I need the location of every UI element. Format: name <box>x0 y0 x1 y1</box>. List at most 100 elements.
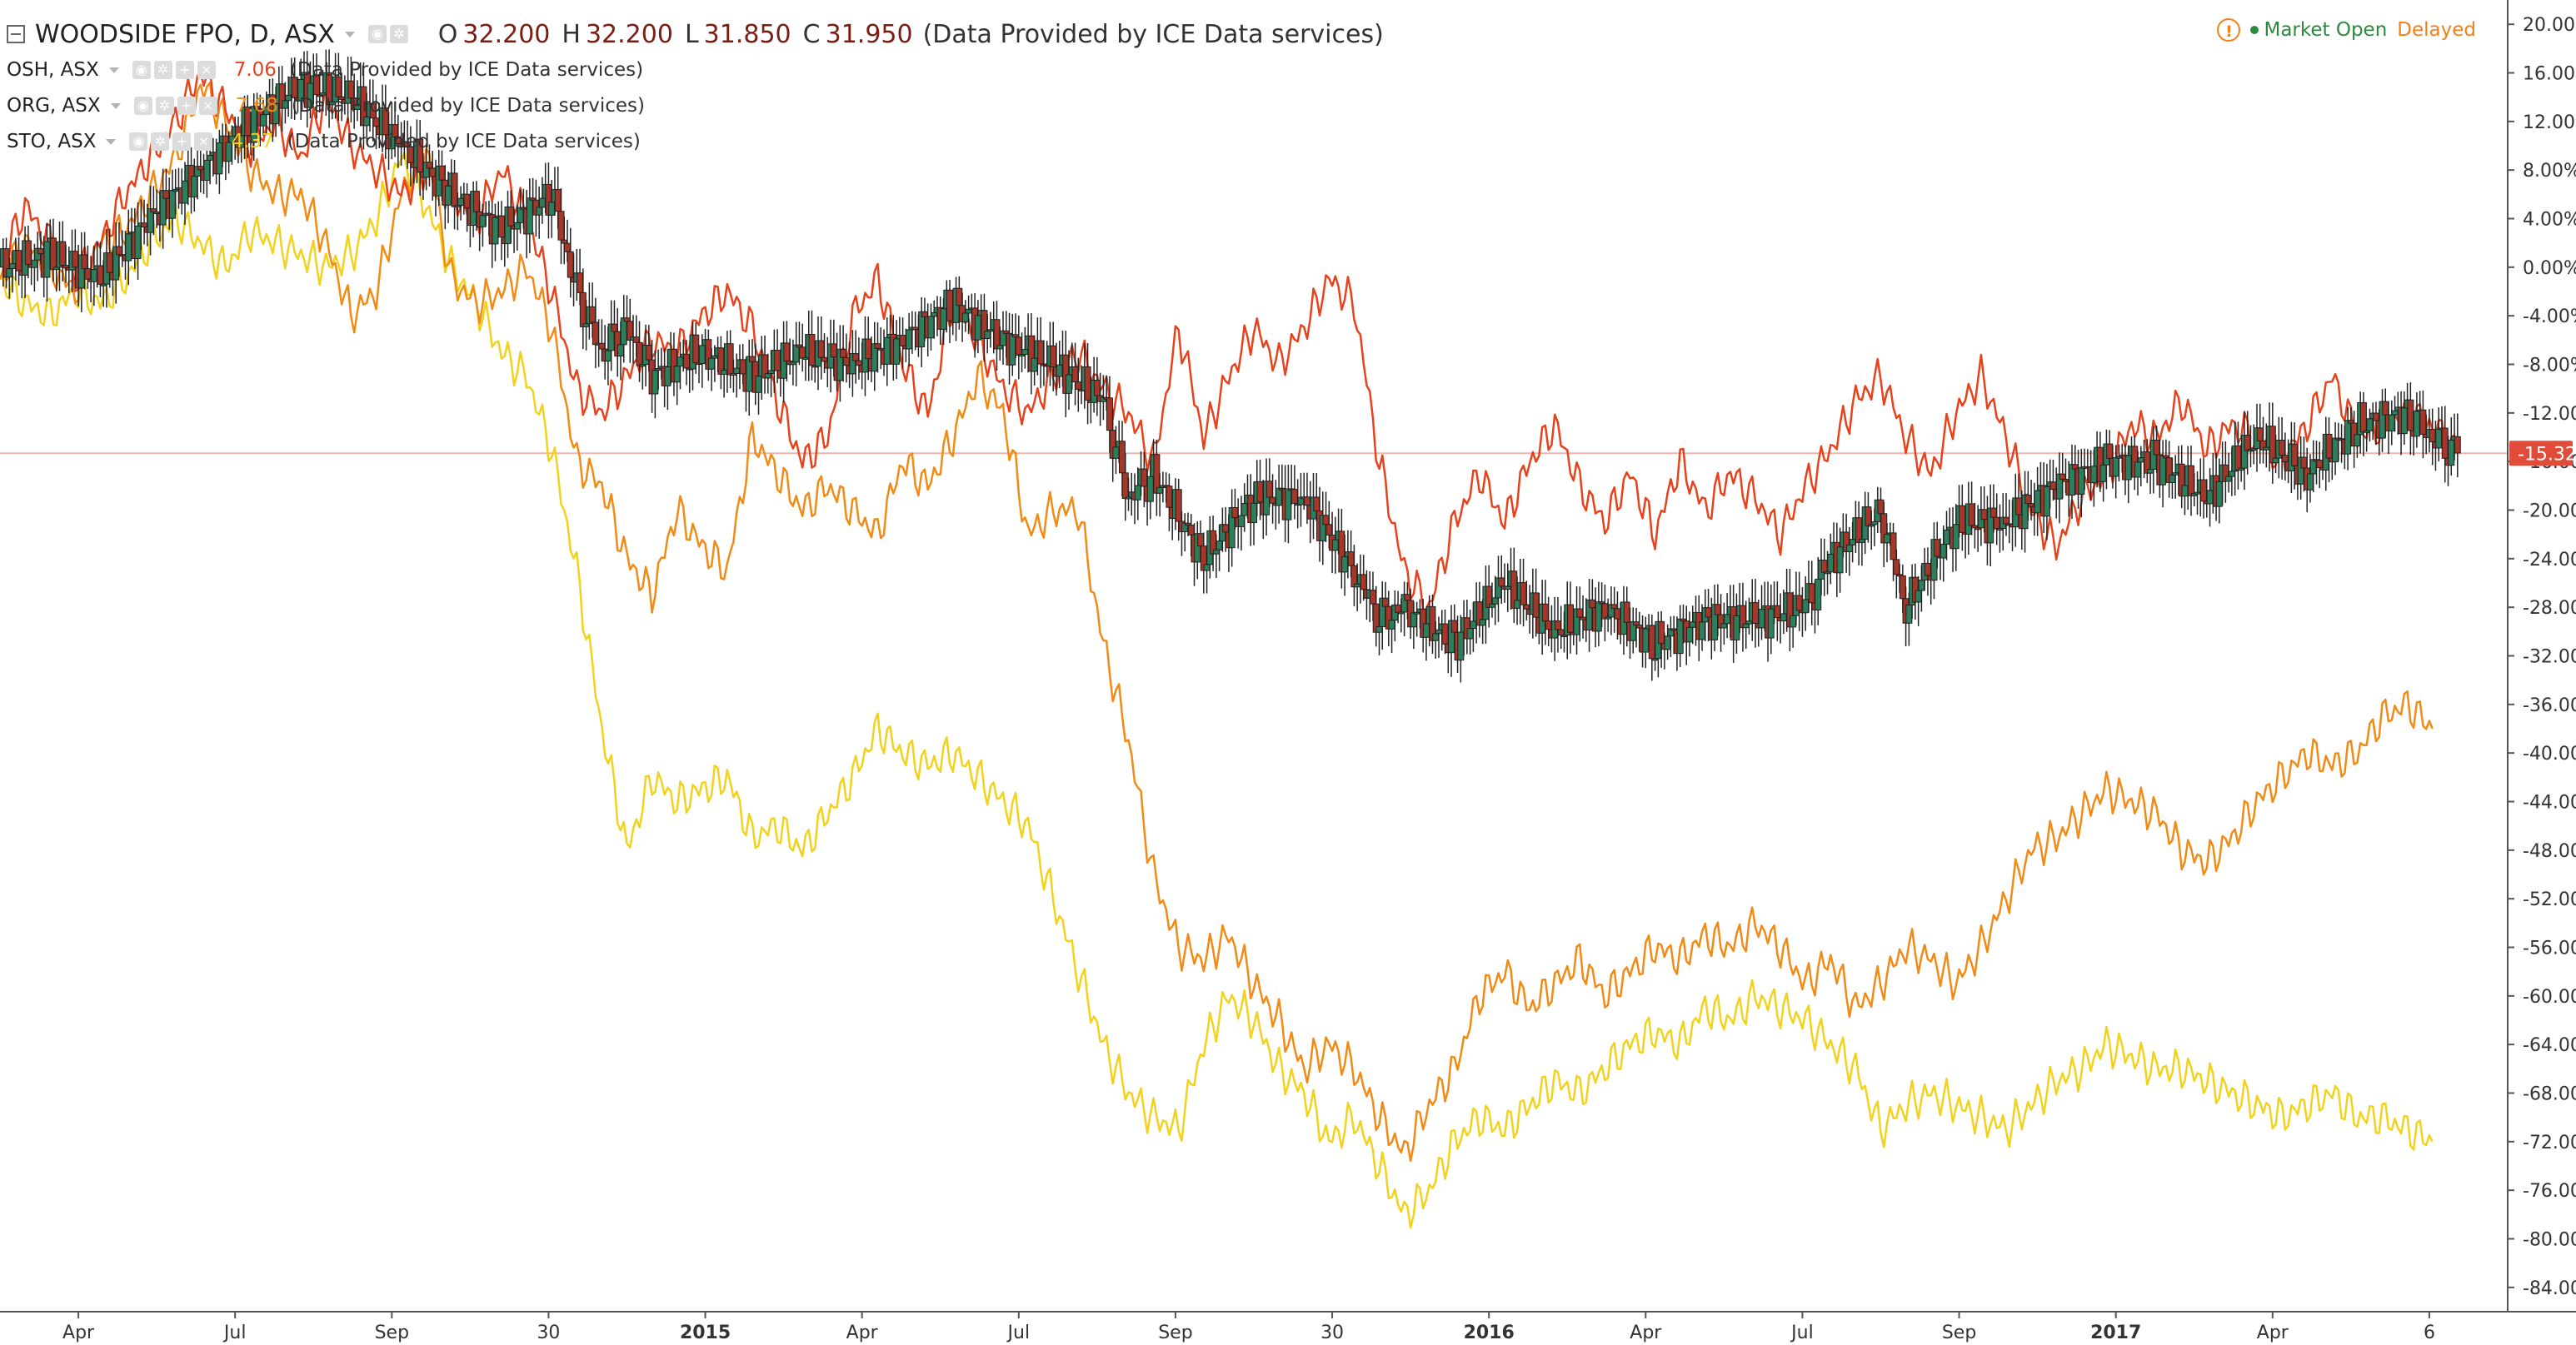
candle-body <box>645 345 652 361</box>
candle-body <box>821 356 828 362</box>
candle-body <box>2256 427 2264 441</box>
candle-body <box>865 338 872 360</box>
x-tick-label: Apr <box>62 1323 95 1343</box>
y-tick-label: -64.00% <box>2523 1035 2576 1056</box>
compare-symbol[interactable]: ORG, ASX <box>7 95 101 117</box>
candle-body <box>1884 533 1891 544</box>
gear-icon[interactable]: ✲ <box>155 97 174 115</box>
candle-body <box>2049 481 2057 491</box>
candle-body <box>1276 487 1283 506</box>
candle-body <box>2325 433 2333 459</box>
compare-legend-org[interactable]: ORG, ASX ◉ ✲ + × 7.68 (Data Provided by … <box>7 91 645 121</box>
candle-body <box>2234 445 2242 471</box>
candle-body <box>2153 439 2160 456</box>
warning-icon[interactable]: ! <box>2217 18 2241 42</box>
candle-body <box>2043 486 2050 517</box>
candle-body <box>1050 345 1057 368</box>
candle-body <box>1934 539 1941 557</box>
candle-body <box>507 206 515 227</box>
eye-icon[interactable]: ◉ <box>132 61 151 79</box>
close-icon[interactable]: × <box>197 61 216 79</box>
candle-body <box>2106 443 2114 459</box>
candle-body <box>1354 583 1361 588</box>
candle-body <box>1375 625 1383 633</box>
candle-body <box>692 334 700 364</box>
candle-body <box>1187 525 1195 536</box>
candle-body <box>984 331 991 340</box>
candle-body <box>721 369 728 375</box>
candle-body <box>799 346 806 359</box>
current-value-label: -15.32% <box>2518 444 2576 465</box>
candle-body <box>2391 410 2399 416</box>
candle-body <box>115 246 122 256</box>
x-tick-label: Apr <box>846 1323 879 1343</box>
price-scale[interactable]: 20.00% 16.00% 12.00% 8.00% 4.00% 0.00% -4.00% -… <box>2507 0 2576 1312</box>
chevron-down-icon[interactable] <box>110 102 121 109</box>
gear-icon[interactable]: ✲ <box>389 25 408 43</box>
candle-body <box>2413 410 2420 437</box>
plus-icon[interactable]: + <box>175 61 194 79</box>
main-series-legend[interactable]: WOODSIDE FPO, D, ASX ◉ ✲ O 32.200 H 32.2… <box>7 15 1384 53</box>
gear-icon[interactable]: ✲ <box>151 132 170 151</box>
gear-icon[interactable]: ✲ <box>153 61 172 79</box>
collapse-legend-icon[interactable] <box>7 25 25 43</box>
candle-body <box>632 336 640 343</box>
candle-body <box>577 272 584 293</box>
open-value: 32.200 <box>462 19 551 49</box>
candle-body <box>1802 599 1810 614</box>
eye-icon[interactable]: ◉ <box>129 132 148 151</box>
candle-body <box>1197 533 1205 547</box>
candle-body <box>874 343 881 349</box>
chevron-down-icon[interactable] <box>108 67 119 73</box>
compare-legend-sto[interactable]: STO, ASX ◉ ✲ + × 4.37 (Data Provided by … <box>7 127 641 157</box>
y-tick-label: -36.00% <box>2523 695 2576 716</box>
time-scale[interactable]: Apr Jul Sep 30 2015 Apr Jul Sep 30 2016 Apr Jul Sep 2… <box>0 1311 2576 1345</box>
y-tick-label: -52.00% <box>2523 889 2576 910</box>
compare-symbol[interactable]: STO, ASX <box>7 131 97 152</box>
candle-body <box>2244 435 2251 451</box>
price-scale-bg[interactable] <box>2508 0 2576 1312</box>
compare-legend-osh[interactable]: OSH, ASX ◉ ✲ + × 7.06 (Data Provided by … <box>7 55 643 85</box>
candle-body <box>749 356 756 362</box>
time-scale-bg[interactable] <box>0 1312 2576 1345</box>
chevron-down-icon[interactable] <box>344 31 355 37</box>
candle-body <box>37 247 44 255</box>
candle-body <box>1341 555 1349 573</box>
chevron-down-icon[interactable] <box>106 138 117 145</box>
candle-body <box>554 189 562 212</box>
candle-body <box>162 190 170 199</box>
eye-icon[interactable]: ◉ <box>367 25 387 43</box>
eye-icon[interactable]: ◉ <box>133 97 152 115</box>
plus-icon[interactable]: + <box>172 132 192 151</box>
main-symbol[interactable]: WOODSIDE FPO, D, ASX <box>35 19 335 49</box>
candle-body <box>2134 461 2142 478</box>
legend-buttons: ◉ ✲ + × <box>132 61 219 79</box>
candle-body <box>2306 473 2314 491</box>
candle-body <box>561 239 568 244</box>
candle-body <box>1504 585 1511 590</box>
candle-body <box>2366 418 2374 431</box>
candle-body <box>2272 457 2279 464</box>
compare-value: 7.06 <box>233 59 277 81</box>
close-icon[interactable]: × <box>194 132 213 151</box>
status-dot-icon <box>2250 26 2259 34</box>
candle-body <box>1450 620 1458 633</box>
series-layer <box>0 49 2461 1229</box>
last-value-badge[interactable]: -15.32% <box>2509 441 2576 466</box>
high-label: H <box>562 19 581 49</box>
candle-body <box>1031 357 1038 372</box>
plus-icon[interactable]: + <box>177 97 196 115</box>
candle-body <box>1614 608 1621 620</box>
badge-bg <box>2509 441 2573 466</box>
candle-body <box>2206 490 2214 505</box>
close-icon[interactable]: × <box>198 97 217 115</box>
candle-body <box>181 180 188 204</box>
candle-body <box>899 335 906 346</box>
candle-body <box>783 342 791 361</box>
legend-buttons: ◉ ✲ + × <box>133 97 221 115</box>
compare-symbol[interactable]: OSH, ASX <box>7 59 99 81</box>
candle-body <box>557 211 565 241</box>
y-tick-label: 0.00% <box>2523 258 2576 279</box>
candle-body <box>755 376 762 393</box>
